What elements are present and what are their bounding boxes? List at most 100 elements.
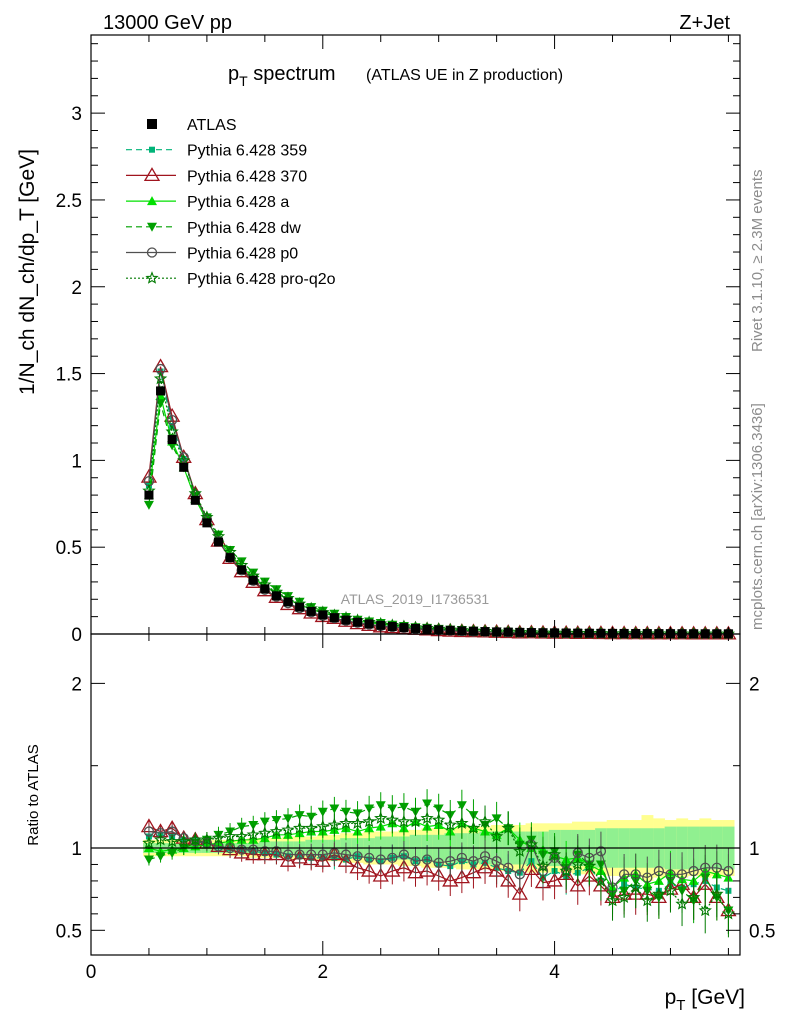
ratio-point-pq2o <box>258 826 272 839</box>
main-point-pdw <box>143 500 154 510</box>
main-point-atlas <box>376 620 386 630</box>
ratio-point-pq2o <box>582 859 597 872</box>
main-point-pq2o <box>153 371 168 385</box>
ratio-point-pp0 <box>479 851 491 862</box>
main-point-atlas <box>480 627 490 637</box>
main-point-atlas <box>329 613 339 623</box>
ratio-point-p370 <box>418 862 436 877</box>
main-ylabel: 1/N_ch dN_ch/dp_T [GeV] <box>16 149 39 395</box>
ratio-point-pq2o <box>675 897 689 910</box>
ratio-point-pdw <box>491 814 502 824</box>
ratio-panel-frame <box>90 633 741 956</box>
main-point-atlas <box>503 627 513 637</box>
ratio-point-pq2o <box>397 814 411 828</box>
ratio-point-pq2o <box>501 821 515 834</box>
main-point-pdw <box>259 577 270 587</box>
main-ytick-label: 1.5 <box>56 365 82 386</box>
legend-label-p359: Pythia 6.428 359 <box>187 143 307 160</box>
ratio-point-p370 <box>361 862 378 877</box>
main-point-atlas <box>422 624 432 634</box>
header-right: Z+Jet <box>679 12 730 34</box>
ratio-point-pq2o <box>443 818 457 831</box>
ratio-point-pp0 <box>143 826 155 837</box>
ratio-point-pp0 <box>456 852 468 864</box>
main-point-atlas <box>584 628 594 638</box>
main-point-atlas <box>573 628 583 638</box>
ratio-point-pp0 <box>398 849 410 860</box>
ratio-axis-ticks: 0 2 4 0.5 0.5 1 1 2 2 <box>56 674 776 983</box>
main-point-atlas <box>364 619 374 629</box>
legend-marker-pp0 <box>146 247 158 258</box>
ratio-point-pq2o <box>142 836 156 849</box>
ratio-point-pp0 <box>514 869 525 880</box>
ratio-point-pdw <box>248 820 259 830</box>
ratio-point-pq2o <box>617 890 631 903</box>
ratio-point-pq2o <box>211 831 226 844</box>
main-point-atlas <box>399 623 409 633</box>
ratio-point-pp0 <box>723 865 734 877</box>
main-point-atlas <box>341 615 351 625</box>
legend-label-p370: Pythia 6.428 370 <box>187 168 307 185</box>
ratio-point-pq2o <box>710 887 724 900</box>
legend-marker-p370 <box>143 167 161 182</box>
ratio-point-p370 <box>430 867 447 882</box>
ratio-point-p370 <box>407 864 424 879</box>
ratio-point-pp0 <box>445 856 456 867</box>
ratio-ylabel: Ratio to ATLAS <box>25 744 42 845</box>
ratio-point-pq2o <box>223 829 237 843</box>
main-axis-ticks: 0 0.5 1 1.5 2 2.5 3 <box>56 35 740 955</box>
legend: ATLAS Pythia 6.428 359 Pythia 6.428 370 Pyt… <box>126 117 336 288</box>
ratio-point-pq2o <box>281 822 295 836</box>
ratio-point-p370 <box>245 846 262 861</box>
ratio-ytick-label: 0.5 <box>56 921 82 942</box>
ratio-point-pq2o <box>686 890 701 904</box>
main-point-atlas <box>411 623 420 633</box>
ratio-point-pq2o <box>293 821 307 834</box>
ratio-point-pq2o <box>524 837 539 851</box>
main-point-pp0 <box>166 414 178 426</box>
ratio-point-pq2o <box>478 814 492 828</box>
analysis-watermark: ATLAS_2019_I1736531 <box>341 591 490 607</box>
ratio-point-pq2o <box>652 887 666 900</box>
ratio-point-pq2o <box>165 834 179 848</box>
ratio-point-pq2o <box>559 863 573 877</box>
ratio-point-p370 <box>523 861 540 876</box>
ratio-point-pq2o <box>339 816 353 830</box>
legend-label-atlas: ATLAS <box>187 117 237 134</box>
ratio-point-p370 <box>476 859 494 874</box>
ratio-point-pp0 <box>271 846 282 857</box>
main-point-atlas <box>260 584 270 594</box>
main-point-atlas <box>318 610 328 620</box>
main-point-atlas <box>445 625 455 635</box>
ratio-point-p370 <box>511 885 528 900</box>
main-point-atlas <box>457 626 467 636</box>
ratio-point-pdw <box>167 848 178 858</box>
main-point-atlas <box>468 626 478 636</box>
legend-label-pp0: Pythia 6.428 p0 <box>187 246 298 263</box>
ratio-ytick-label: 2 <box>71 674 82 695</box>
ratio-ytick-label-right: 1 <box>749 839 760 860</box>
ratio-point-p370 <box>395 859 413 874</box>
legend-marker-p359 <box>149 146 155 153</box>
ratio-point-pp0 <box>433 857 444 868</box>
ratio-point-pq2o <box>408 814 423 828</box>
ratio-point-pdw <box>143 855 154 865</box>
ratio-point-pp0 <box>282 849 294 860</box>
ratio-xtick-label: 0 <box>86 962 97 983</box>
main-point-atlas <box>271 591 281 601</box>
ratio-point-pq2o <box>420 811 434 824</box>
legend-marker-pa <box>147 196 157 206</box>
main-ytick-label: 2 <box>71 278 82 299</box>
ratio-point-p370 <box>453 869 470 884</box>
main-point-atlas <box>156 386 166 396</box>
main-point-atlas <box>515 627 525 637</box>
ratio-point-pq2o <box>640 893 654 907</box>
ratio-point-pdw <box>398 802 409 812</box>
main-point-atlas <box>190 495 200 505</box>
ratio-point-pdw <box>329 804 340 814</box>
main-point-atlas <box>538 628 548 638</box>
ratio-point-pq2o <box>536 859 550 872</box>
ratio-xtick-label: 2 <box>317 962 328 983</box>
